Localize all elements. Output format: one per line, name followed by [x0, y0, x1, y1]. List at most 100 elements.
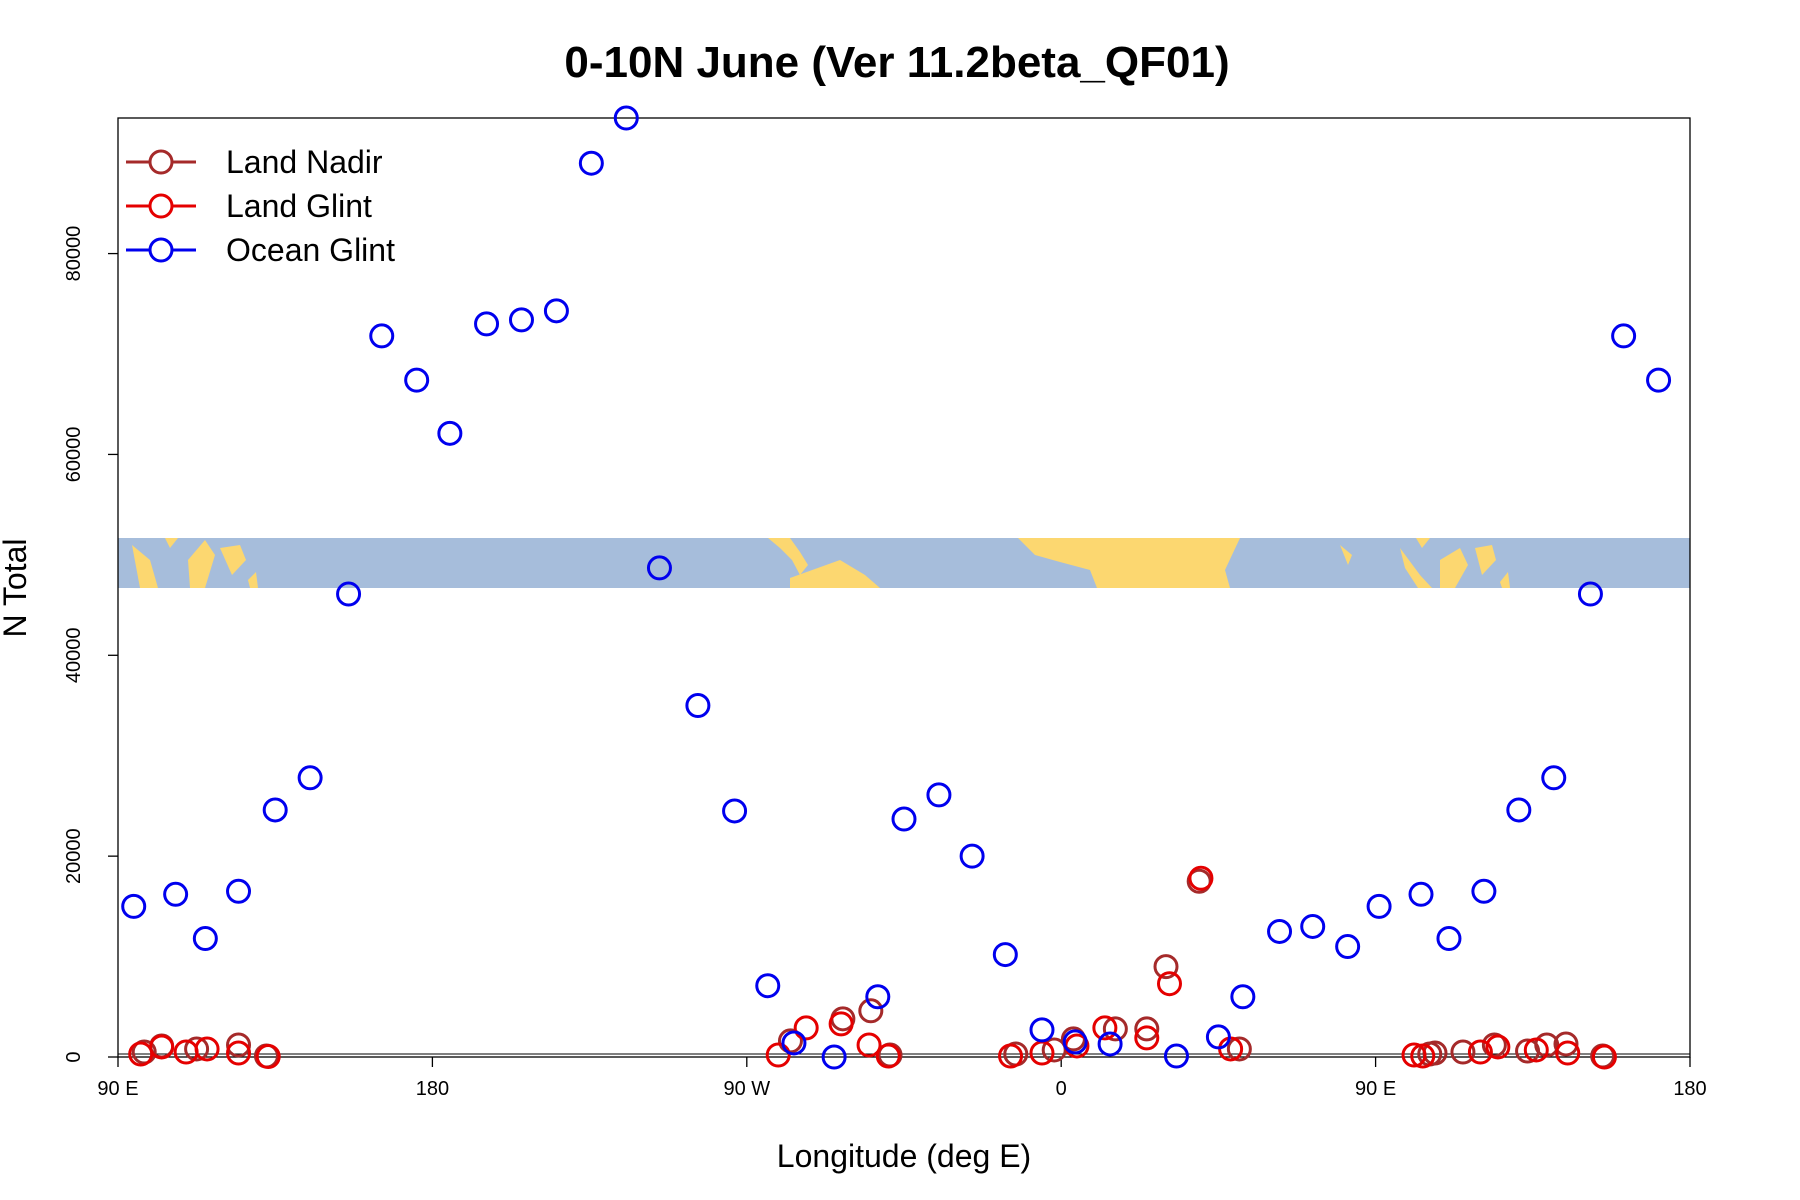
data-point — [578, 150, 604, 176]
data-point — [926, 782, 952, 808]
data-point — [1506, 797, 1532, 823]
data-point — [1029, 1040, 1055, 1066]
data-point — [1401, 1042, 1427, 1068]
map-ocean-band — [118, 538, 1690, 588]
data-point — [369, 323, 395, 349]
data-point — [184, 1036, 210, 1062]
x-tick-label: 90 E — [97, 1078, 138, 1100]
data-point — [1408, 881, 1434, 907]
x-tick-label: 0 — [1056, 1078, 1067, 1100]
data-point — [437, 420, 463, 446]
data-point — [1611, 323, 1637, 349]
data-point — [404, 367, 430, 393]
legend-marker — [148, 149, 174, 175]
y-axis: 0 20000 40000 60000 80000 — [63, 226, 118, 1063]
data-point — [1134, 1016, 1160, 1042]
data-point — [194, 1036, 220, 1062]
legend-label: Land Nadir — [226, 144, 383, 180]
y-axis-label: N Total — [0, 538, 33, 637]
data-point — [1467, 1039, 1493, 1065]
data-point — [1230, 984, 1256, 1010]
data-point — [1188, 865, 1214, 891]
data-point — [297, 765, 323, 791]
data-point — [1205, 1024, 1231, 1050]
data-points — [121, 105, 1672, 1070]
map-land-masses — [132, 538, 1510, 588]
data-point — [1523, 1037, 1549, 1063]
x-axis-label: Longitude (deg E) — [777, 1138, 1031, 1174]
data-point — [336, 581, 362, 607]
series-land-nadir — [131, 868, 1616, 1069]
data-point — [613, 105, 639, 131]
data-point — [1436, 925, 1462, 951]
data-point — [755, 973, 781, 999]
data-point — [1450, 1039, 1476, 1065]
data-point — [858, 998, 884, 1024]
data-point — [1485, 1034, 1511, 1060]
data-point — [226, 878, 252, 904]
legend-marker — [148, 193, 174, 219]
y-tick-label: 0 — [63, 1051, 85, 1062]
data-point — [262, 797, 288, 823]
legend: Land Nadir Land Glint Ocean Glint — [126, 144, 395, 268]
data-point — [1062, 1029, 1088, 1055]
data-point — [1153, 954, 1179, 980]
data-point — [1300, 913, 1326, 939]
data-point — [255, 1043, 281, 1069]
legend-item: Ocean Glint — [126, 232, 395, 268]
data-point — [121, 893, 147, 919]
data-point — [992, 942, 1018, 968]
data-point — [1156, 971, 1182, 997]
data-point — [1555, 1040, 1581, 1066]
data-point — [793, 1015, 819, 1041]
data-point — [1541, 765, 1567, 791]
y-tick-label: 60000 — [63, 427, 85, 483]
data-point — [1335, 934, 1361, 960]
data-point — [1226, 1036, 1252, 1062]
data-point — [875, 1043, 901, 1069]
chart-title: 0-10N June (Ver 11.2beta_QF01) — [564, 38, 1229, 87]
data-point — [1134, 1025, 1160, 1051]
data-point — [192, 925, 218, 951]
series-ocean-glint — [121, 105, 1672, 1070]
data-point — [543, 298, 569, 324]
legend-item: Land Nadir — [126, 144, 383, 180]
data-point — [1553, 1031, 1579, 1057]
x-tick-label: 180 — [1673, 1078, 1706, 1100]
series-land-glint — [128, 865, 1617, 1070]
data-point — [828, 1011, 854, 1037]
y-tick-label: 80000 — [63, 226, 85, 282]
y-tick-label: 20000 — [63, 828, 85, 884]
data-point — [959, 843, 985, 869]
x-tick-label: 180 — [416, 1078, 449, 1100]
data-point — [891, 806, 917, 832]
data-point — [149, 1034, 175, 1060]
data-point — [856, 1032, 882, 1058]
x-tick-label: 90 E — [1355, 1078, 1396, 1100]
data-point — [1097, 1031, 1123, 1057]
data-point — [1646, 367, 1672, 393]
data-point — [163, 881, 189, 907]
data-point — [1092, 1015, 1118, 1041]
data-point — [226, 1032, 252, 1058]
data-point — [865, 984, 891, 1010]
data-point — [1591, 1044, 1617, 1070]
data-point — [474, 311, 500, 337]
data-point — [685, 693, 711, 719]
data-point — [1102, 1016, 1128, 1042]
legend-label: Land Glint — [226, 188, 372, 224]
legend-label: Ocean Glint — [226, 232, 395, 268]
data-point — [1471, 878, 1497, 904]
data-point — [1163, 1043, 1189, 1069]
y-tick-label: 40000 — [63, 627, 85, 683]
x-axis: 90 E 180 90 W 0 90 E 180 — [97, 1057, 1707, 1100]
data-point — [646, 555, 672, 581]
data-point — [821, 1044, 847, 1070]
data-point — [722, 798, 748, 824]
data-point — [765, 1042, 791, 1068]
data-point — [1577, 581, 1603, 607]
equatorial-map-strip — [118, 538, 1690, 588]
legend-item: Land Glint — [126, 188, 372, 224]
data-point — [1029, 1017, 1055, 1043]
